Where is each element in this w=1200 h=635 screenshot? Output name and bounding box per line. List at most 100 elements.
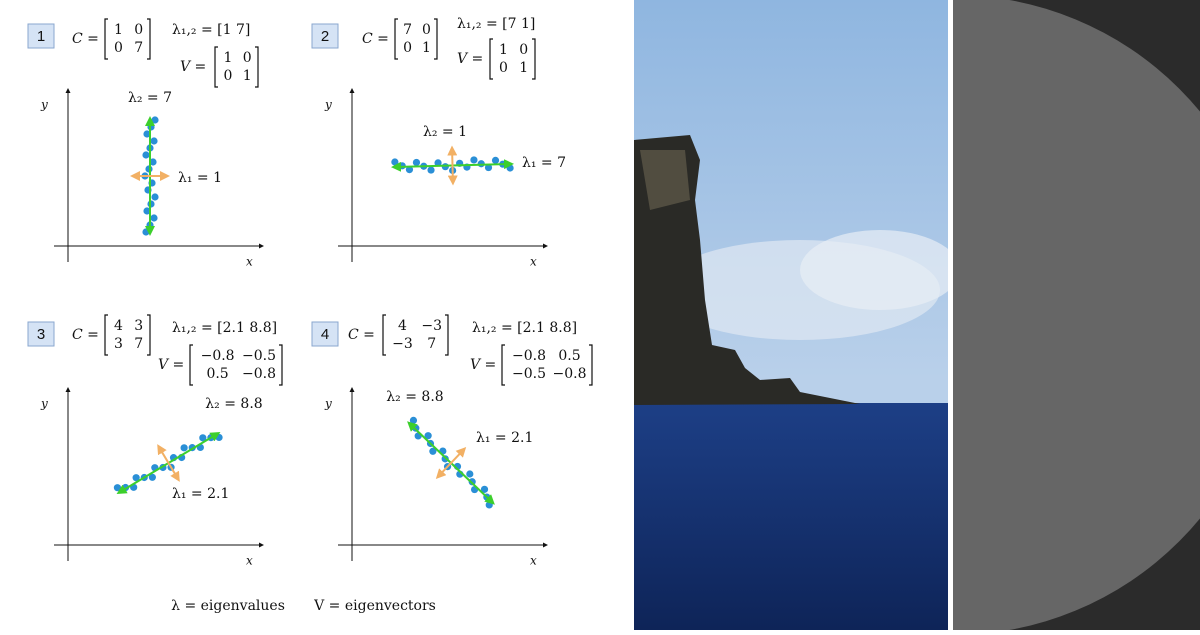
v-label: V = <box>470 357 496 373</box>
matrix-entry: −0.8 <box>512 348 546 364</box>
eigenvalues: λ₁,₂ = [2.1 8.8] <box>172 320 277 336</box>
data-point <box>151 193 159 201</box>
data-point <box>391 158 399 166</box>
bracket <box>279 344 283 386</box>
bracket <box>434 18 438 60</box>
data-point <box>113 484 122 492</box>
v-label: V = <box>457 51 483 67</box>
matrix-entry: 1 <box>114 22 123 38</box>
photo-cloud <box>800 230 960 310</box>
matrix-entry: 4 <box>398 318 407 334</box>
panel-number-box <box>27 321 55 347</box>
minor-eigenvector <box>157 444 180 482</box>
major-label: λ₂ = 7 <box>128 90 172 106</box>
matrix-entry: 1 <box>499 42 508 58</box>
matrix-entry: 0 <box>114 40 123 56</box>
matrix-entry: 1 <box>223 50 232 66</box>
c-label: C = <box>348 327 375 343</box>
data-point <box>151 116 159 124</box>
matrix-entry: 7 <box>403 22 412 38</box>
minor-eigenvector <box>447 145 458 186</box>
divider <box>948 0 953 630</box>
matrix-entry: 0 <box>223 68 232 84</box>
eigenvalues: λ₁,₂ = [2.1 8.8] <box>472 320 577 336</box>
c-label: C = <box>362 31 389 47</box>
panel-number-box <box>27 23 55 49</box>
bracket <box>532 38 536 80</box>
major-label: λ₂ = 8.8 <box>386 389 443 405</box>
photo-cliff-light <box>640 150 690 210</box>
data-point <box>142 228 150 236</box>
matrix-entry: 3 <box>114 336 123 352</box>
minor-label: λ₁ = 2.1 <box>172 486 229 502</box>
matrix-entry: 0.5 <box>558 348 580 364</box>
panel-number: 2 <box>321 28 329 45</box>
v-label: V = <box>180 59 206 75</box>
data-point <box>506 164 514 172</box>
matrix-entry: 0.5 <box>206 366 228 382</box>
legend-lambda: λ = eigenvalues <box>171 598 285 614</box>
matrix-entry: −3 <box>421 318 442 334</box>
matrix-entry: −0.5 <box>512 366 546 382</box>
bracket <box>189 344 193 386</box>
matrix-entry: 1 <box>422 40 431 56</box>
matrix-entry: 1 <box>243 68 252 84</box>
bracket <box>501 344 505 386</box>
bracket <box>255 46 259 88</box>
data-point <box>491 156 500 164</box>
circle <box>953 0 1200 635</box>
matrix-entry: 4 <box>114 318 123 334</box>
matrix-entry: 0 <box>519 42 528 58</box>
axis-label-y: y <box>324 98 332 112</box>
axis-label-y: y <box>324 397 332 411</box>
matrix-entry: 1 <box>519 60 528 76</box>
data-point <box>470 156 478 164</box>
axis-label-x: x <box>246 554 253 568</box>
data-point <box>485 501 493 509</box>
data-point <box>150 137 158 145</box>
data-point <box>150 214 158 222</box>
bracket <box>147 314 151 356</box>
data-point <box>427 166 435 174</box>
photo-cliff <box>634 135 860 405</box>
panel-number: 3 <box>37 326 45 343</box>
matrix-entry: 7 <box>134 40 143 56</box>
matrix-entry: −0.8 <box>242 366 276 382</box>
axis-label-x: x <box>530 554 537 568</box>
data-point <box>409 416 418 424</box>
matrix-entry: 7 <box>427 336 436 352</box>
matrix-entry: 0 <box>499 60 508 76</box>
matrix-entry: −0.8 <box>201 348 235 364</box>
data-point <box>466 470 474 478</box>
data-point <box>180 444 188 452</box>
c-label: C = <box>72 31 99 47</box>
panel-number: 1 <box>37 28 45 45</box>
major-label: λ₂ = 8.8 <box>205 396 262 412</box>
bracket <box>489 38 493 80</box>
axis-label-y: y <box>40 98 48 112</box>
bracket <box>382 314 386 356</box>
minor-label: λ₁ = 1 <box>178 170 222 186</box>
panel-number-box <box>311 23 339 49</box>
minor-eigenvector <box>435 447 467 479</box>
matrix-entry: 0 <box>243 50 252 66</box>
minor-label: λ₁ = 2.1 <box>476 430 533 446</box>
axis-label-x: x <box>246 255 253 269</box>
bracket <box>104 18 108 60</box>
matrix-entry: 0 <box>422 22 431 38</box>
bracket <box>147 18 151 60</box>
matrix-entry: −3 <box>392 336 413 352</box>
eigenvalues: λ₁,₂ = [7 1] <box>457 16 535 32</box>
panel-number: 4 <box>321 326 329 343</box>
c-label: C = <box>72 327 99 343</box>
panel-number-box <box>311 321 339 347</box>
bracket <box>104 314 108 356</box>
legend-v: V = eigenvectors <box>313 598 436 614</box>
matrix-entry: 7 <box>134 336 143 352</box>
photo-sea <box>634 403 948 630</box>
bracket <box>445 314 449 356</box>
matrix-entry: −0.5 <box>242 348 276 364</box>
bracket <box>214 46 218 88</box>
bracket <box>394 18 398 60</box>
